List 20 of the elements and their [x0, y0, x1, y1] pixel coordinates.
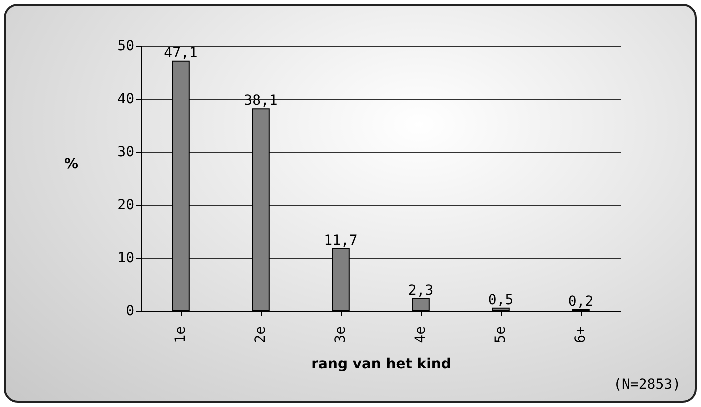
data-label: 0,2	[568, 294, 594, 310]
y-axis-title: %	[64, 156, 79, 172]
y-tick-label: 50	[118, 38, 134, 54]
y-tick-label: 30	[118, 144, 134, 160]
data-label: 2,3	[408, 282, 434, 299]
y-tick-label: 0	[126, 304, 134, 320]
data-label: 0,5	[488, 292, 514, 308]
y-tick-label: 40	[118, 92, 134, 108]
x-tick-label: 4e	[413, 326, 429, 344]
data-label: 47,1	[164, 45, 198, 62]
x-tick-label: 2e	[253, 326, 269, 344]
y-tick-label: 20	[118, 198, 134, 214]
x-tick-label: 6+	[573, 326, 589, 344]
x-tick-label: 1e	[173, 326, 189, 344]
y-tick-label: 10	[118, 250, 134, 266]
text: (N=2853)	[614, 377, 681, 393]
data-label: 11,7	[324, 232, 358, 249]
x-axis-title: rang van het kind	[312, 356, 452, 372]
x-tick-label: 3e	[333, 326, 349, 344]
x-tick-label: 5e	[493, 326, 509, 344]
